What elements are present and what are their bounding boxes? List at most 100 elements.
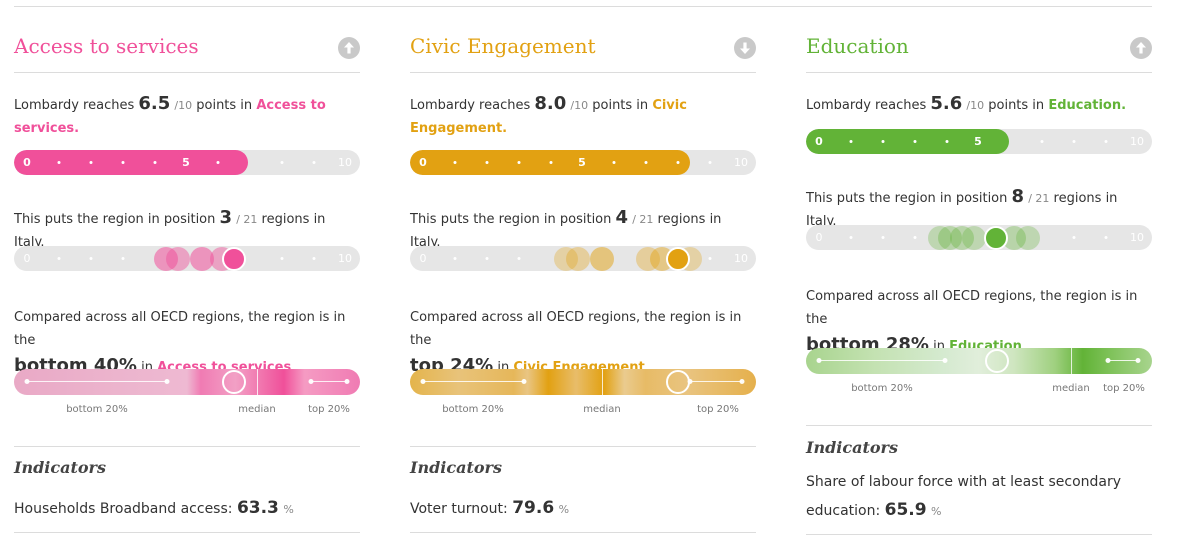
in-label: in bbox=[141, 360, 153, 375]
score-max: /10 bbox=[174, 99, 193, 112]
reaches-label: Lombardy reaches bbox=[410, 98, 531, 113]
scale-max: 10 bbox=[338, 156, 352, 169]
scale-mid: 5 bbox=[182, 156, 190, 169]
lombardy-marker bbox=[984, 226, 1008, 250]
indicator-unit: % bbox=[931, 505, 942, 518]
position-label: This puts the region in position bbox=[14, 212, 216, 227]
lombardy-marker bbox=[222, 370, 246, 394]
region-bubble bbox=[190, 247, 214, 271]
score-bar-fill bbox=[806, 129, 1009, 154]
lombardy-marker bbox=[666, 370, 690, 394]
indicator-label: Share of labour force with at least seco… bbox=[806, 474, 1122, 519]
bottom20-label: bottom 20% bbox=[442, 404, 504, 415]
panel-access-to-services: Access to services Lombardy reaches 6.5 … bbox=[14, 0, 360, 539]
compared-label: Compared across all OECD regions, the re… bbox=[806, 289, 1138, 327]
panel-title: Education bbox=[806, 34, 909, 58]
position-value: 3 bbox=[219, 207, 233, 228]
bottom20-label: bottom 20% bbox=[66, 404, 128, 415]
score-value: 6.5 bbox=[138, 93, 171, 114]
topic-label: Civic Engagement. bbox=[410, 98, 687, 136]
divider bbox=[14, 446, 360, 447]
region-bubble bbox=[566, 247, 590, 271]
indicator-value: 65.9 bbox=[884, 500, 927, 520]
arrow-up-circle-icon[interactable] bbox=[338, 37, 360, 59]
scale-min: 0 bbox=[419, 252, 427, 265]
scale-min: 0 bbox=[23, 156, 31, 169]
region-bubble bbox=[554, 247, 578, 271]
panel-civic-engagement: Civic Engagement Lombardy reaches 8.0 /1… bbox=[410, 0, 756, 539]
scale-min: 0 bbox=[815, 231, 823, 244]
score-bar: 0 5 10 bbox=[806, 129, 1152, 154]
reaches-label: Lombardy reaches bbox=[14, 98, 135, 113]
divider bbox=[410, 446, 756, 447]
points-in-label: points in bbox=[592, 98, 649, 113]
median-label: median bbox=[583, 404, 621, 415]
divider bbox=[410, 72, 756, 73]
region-bubble bbox=[166, 247, 190, 271]
scale-min: 0 bbox=[419, 156, 427, 169]
top20-label: top 20% bbox=[1103, 383, 1145, 394]
indicators-title: Indicators bbox=[14, 458, 106, 477]
divider bbox=[806, 425, 1152, 426]
score-bar: 0 5 10 bbox=[410, 150, 756, 175]
topic-label: Access to services. bbox=[14, 98, 326, 136]
panel-title: Access to services bbox=[14, 34, 199, 58]
indicator-label: Households Broadband access: bbox=[14, 501, 233, 517]
score-sentence: Lombardy reaches 8.0 /10 points in Civic… bbox=[410, 92, 756, 140]
bottom20-label: bottom 20% bbox=[851, 383, 913, 394]
regions-count: / 21 bbox=[236, 213, 258, 226]
indicator-value: 63.3 bbox=[236, 498, 279, 518]
compared-label: Compared across all OECD regions, the re… bbox=[14, 310, 346, 348]
region-bubble bbox=[636, 247, 660, 271]
region-bubble bbox=[590, 247, 614, 271]
position-sentence: This puts the region in position 4 / 21 … bbox=[410, 206, 756, 254]
indicator-row: Voter turnout: 79.6 % bbox=[410, 494, 756, 524]
divider bbox=[14, 532, 360, 533]
compared-label: Compared across all OECD regions, the re… bbox=[410, 310, 742, 348]
region-bubble bbox=[1016, 226, 1040, 250]
arrow-down-circle-icon[interactable] bbox=[734, 37, 756, 59]
position-label: This puts the region in position bbox=[410, 212, 612, 227]
score-bar-fill bbox=[14, 150, 248, 175]
lombardy-marker bbox=[985, 349, 1009, 373]
indicator-row: Households Broadband access: 63.3 % bbox=[14, 494, 360, 524]
scale-max: 10 bbox=[338, 252, 352, 265]
region-bubble bbox=[950, 226, 974, 250]
position-label: This puts the region in position bbox=[806, 191, 1008, 206]
lombardy-marker bbox=[222, 247, 246, 271]
score-max: /10 bbox=[570, 99, 589, 112]
top-divider bbox=[14, 6, 1152, 7]
indicator-unit: % bbox=[558, 503, 570, 516]
arrow-up-circle-icon[interactable] bbox=[1130, 37, 1152, 59]
score-sentence: Lombardy reaches 5.6 /10 points in Educa… bbox=[806, 92, 1152, 117]
italy-position-bar: 0 10 bbox=[806, 225, 1152, 250]
oecd-distribution-bar bbox=[410, 369, 756, 395]
points-in-label: points in bbox=[988, 98, 1045, 113]
region-bubble bbox=[928, 226, 952, 250]
scale-max: 10 bbox=[734, 252, 748, 265]
divider bbox=[806, 534, 1152, 535]
scale-mid: 5 bbox=[578, 156, 586, 169]
indicator-row: Share of labour force with at least seco… bbox=[806, 468, 1152, 526]
score-max: /10 bbox=[966, 99, 985, 112]
position-value: 8 bbox=[1011, 186, 1025, 207]
oecd-sentence: Compared across all OECD regions, the re… bbox=[14, 306, 360, 379]
regions-count: / 21 bbox=[632, 213, 654, 226]
panel-education: Education Lombardy reaches 5.6 /10 point… bbox=[806, 0, 1152, 539]
position-value: 4 bbox=[615, 207, 629, 228]
scale-mid: 5 bbox=[974, 135, 982, 148]
region-bubble bbox=[154, 247, 178, 271]
scale-min: 0 bbox=[815, 135, 823, 148]
score-value: 8.0 bbox=[534, 93, 567, 114]
oecd-distribution-bar bbox=[806, 348, 1152, 374]
indicator-unit: % bbox=[283, 503, 294, 516]
score-bar: 0 5 10 bbox=[14, 150, 360, 175]
median-label: median bbox=[238, 404, 276, 415]
scale-min: 0 bbox=[23, 252, 31, 265]
divider bbox=[410, 532, 756, 533]
top20-label: top 20% bbox=[308, 404, 350, 415]
top20-label: top 20% bbox=[697, 404, 739, 415]
median-label: median bbox=[1052, 383, 1090, 394]
scale-max: 10 bbox=[1130, 231, 1144, 244]
indicator-value: 79.6 bbox=[512, 498, 555, 518]
